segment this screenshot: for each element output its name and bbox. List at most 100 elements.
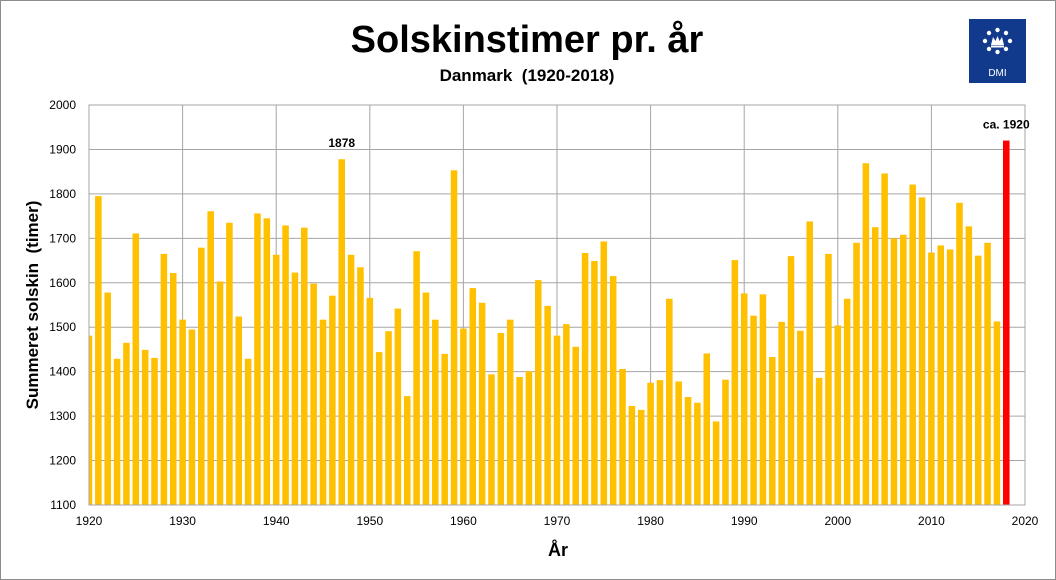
bar (469, 288, 477, 505)
x-tick-label: 2000 (824, 514, 851, 528)
bar (441, 353, 448, 505)
bar (675, 381, 682, 505)
y-tick-label: 1500 (49, 320, 76, 334)
x-tick-label: 1980 (637, 514, 664, 528)
bar (806, 221, 813, 505)
bar (123, 342, 130, 505)
bar (871, 227, 879, 505)
bar (179, 319, 186, 505)
bar (338, 159, 345, 505)
bar (722, 379, 729, 505)
bar (375, 352, 383, 505)
y-axis-label: Summeret solskin (timer) (23, 201, 42, 410)
y-tick-label: 1300 (49, 409, 76, 423)
bar (319, 319, 327, 505)
x-tick-label: 1930 (169, 514, 196, 528)
bar (740, 293, 748, 505)
bar-highlight (1003, 140, 1010, 506)
bar (254, 213, 261, 505)
bar (628, 405, 636, 505)
bar (694, 402, 701, 505)
bar (974, 255, 982, 505)
bar (647, 382, 654, 505)
bar (787, 256, 795, 505)
bar (169, 273, 177, 505)
chart-title: Solskinstimer pr. år (351, 19, 704, 61)
bar (188, 329, 196, 505)
bar (572, 346, 579, 505)
x-axis-label: År (548, 540, 568, 560)
bar (909, 184, 916, 506)
x-tick-label: 2020 (1012, 514, 1039, 528)
bar (553, 335, 561, 505)
x-tick-label: 1940 (263, 514, 290, 528)
bar (357, 267, 364, 505)
bar (291, 272, 299, 505)
bar (759, 294, 767, 505)
y-tick-label: 1800 (49, 187, 76, 201)
bar (478, 302, 486, 505)
bar (301, 227, 308, 505)
bar (403, 396, 411, 505)
crown-icon: DMI (982, 27, 1013, 79)
bar (506, 319, 514, 505)
bar (244, 358, 252, 505)
bar (731, 260, 739, 505)
bar (853, 242, 860, 505)
bar (226, 222, 233, 505)
bar (413, 251, 420, 505)
bar (609, 276, 617, 505)
y-tick-label: 1600 (49, 276, 76, 290)
bar (984, 242, 991, 505)
bar (890, 238, 898, 506)
x-tick-label: 1950 (356, 514, 383, 528)
bar (310, 283, 317, 505)
x-tick-label: 2010 (918, 514, 945, 528)
y-tick-label: 1700 (49, 231, 76, 245)
bar (198, 247, 205, 505)
bar (263, 218, 271, 506)
bar (132, 233, 140, 505)
bar (591, 261, 598, 505)
bar (488, 374, 495, 505)
bar (89, 335, 93, 505)
bar (394, 308, 402, 505)
bar (151, 357, 158, 505)
bar (815, 377, 823, 505)
bar (282, 225, 289, 505)
plot-area-border (88, 104, 1026, 506)
bar (834, 325, 842, 505)
bar (619, 369, 626, 505)
bar (600, 241, 608, 505)
x-tick-label: 1920 (76, 514, 103, 528)
bar (750, 315, 757, 505)
bar (843, 298, 851, 505)
bar (235, 316, 243, 505)
tick-labels: 1100 1200 1300 1400 1500 1600 1700 1800 1900 2000… (49, 98, 1038, 528)
bar (516, 377, 523, 505)
bar (95, 196, 102, 505)
bar (581, 253, 589, 505)
bar (965, 226, 973, 506)
bar (113, 358, 121, 505)
dmi-logo: DMI (969, 19, 1026, 83)
x-tick-label: 1960 (450, 514, 477, 528)
bars-group (89, 140, 1010, 506)
bar (769, 357, 776, 505)
y-tick-label: 1100 (50, 498, 76, 512)
bar (544, 305, 551, 505)
y-tick-label: 1900 (49, 142, 76, 156)
bar (703, 353, 711, 505)
bar (385, 331, 392, 505)
bar (956, 202, 963, 505)
bar (432, 319, 439, 505)
bar (141, 349, 149, 505)
bar (712, 421, 720, 505)
bar (207, 211, 214, 505)
bar (993, 321, 1001, 505)
bar (366, 297, 374, 505)
bar (347, 254, 355, 505)
bar (460, 328, 467, 505)
bar (928, 252, 935, 505)
